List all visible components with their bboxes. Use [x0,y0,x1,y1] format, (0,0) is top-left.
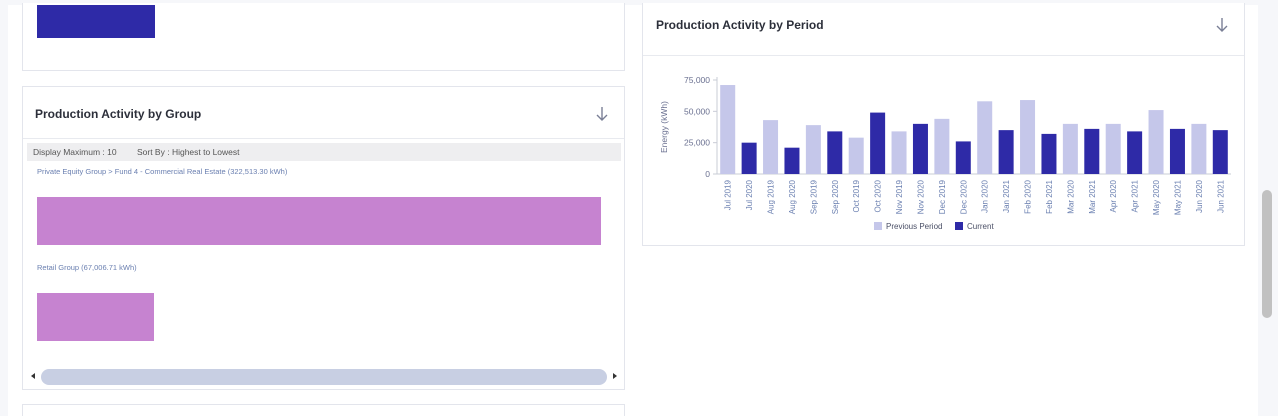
x-tick-label: Oct 2019 [852,179,861,212]
x-tick-label: Oct 2020 [874,179,883,212]
chart-bar[interactable] [955,141,971,174]
x-tick-label: Jun 2020 [1195,179,1204,212]
x-tick-label: May 2021 [1173,179,1182,215]
chart-bar[interactable] [1020,100,1036,174]
chart-bar[interactable] [1169,128,1185,174]
x-tick-label: Mar 2021 [1088,179,1097,213]
chart-bar[interactable] [1191,123,1207,174]
chart-bar[interactable] [763,120,779,174]
chart-bar[interactable] [1212,130,1228,174]
group-chart-card: Production Activity by Group Display Max… [22,86,625,390]
period-bar-chart: 0 25,000 50,000 75,000 Energy (kWh) Jul 2019 J… [659,75,1231,231]
vertical-scrollbar[interactable] [1262,190,1272,318]
x-tick-label: Aug 2019 [767,179,776,214]
x-tick-label: Sep 2020 [831,179,840,214]
y-tick-label: 0 [705,169,710,179]
x-tick-label: Feb 2020 [1024,179,1033,213]
sort-by-label[interactable]: Sort By : Highest to Lowest [136,147,240,157]
group-label: Private Equity Group > Fund 4 - Commerci… [37,167,288,176]
chart-bar[interactable] [998,130,1014,174]
chart-bar[interactable] [805,125,821,174]
x-tick-label: May 2020 [1152,179,1161,215]
chart-bar[interactable] [977,101,993,174]
chart-bar[interactable] [870,112,886,174]
x-tick-label: Feb 2021 [1045,179,1054,213]
legend-swatch [874,222,882,230]
x-tick-label: Dec 2019 [938,179,947,214]
filter-bar: Display Maximum : 10 Sort By : Highest t… [27,143,621,161]
legend-label: Current [967,222,994,231]
chart-bar[interactable] [827,131,843,174]
download-icon[interactable] [595,106,609,122]
chart-bar[interactable] [1041,133,1057,174]
chart-bar[interactable] [1127,131,1143,174]
x-tick-label: Jul 2020 [745,179,754,210]
chart-bar[interactable] [1084,128,1100,174]
x-tick-label: Nov 2020 [916,179,925,214]
chart-bar[interactable] [741,142,757,174]
chart-bar[interactable] [1062,123,1078,174]
y-tick-label: 75,000 [684,75,710,85]
scroll-thumb[interactable] [41,369,607,385]
horizontal-scrollbar[interactable] [27,369,621,385]
group-bar[interactable] [37,197,601,245]
x-tick-label: Apr 2021 [1131,179,1140,212]
chart-bar[interactable] [720,85,736,174]
x-tick-label: Jun 2021 [1216,179,1225,212]
dashboard-page: Production Activity by Group Display Max… [8,3,1272,416]
bottom-left-card [22,404,625,416]
x-tick-label: Sep 2019 [809,179,818,214]
group-chart-title: Production Activity by Group [35,107,202,121]
chart-bar[interactable] [934,118,950,174]
scroll-left-icon[interactable] [31,373,35,379]
group-label: Retail Group (67,006.71 kWh) [37,263,137,272]
chart-bar[interactable] [1148,110,1164,174]
y-axis-label: Energy (kWh) [659,101,669,153]
top-left-card [22,3,625,71]
x-tick-label: Jan 2020 [981,179,990,212]
x-tick-label: Mar 2020 [1066,179,1075,213]
period-chart-title: Production Activity by Period [656,18,824,32]
download-icon[interactable] [1215,17,1229,33]
x-tick-label: Aug 2020 [788,179,797,214]
chart-bar[interactable] [912,123,928,174]
chart-bar[interactable] [848,137,864,174]
display-maximum-label[interactable]: Display Maximum : 10 [33,147,117,157]
x-tick-label: Jan 2021 [1002,179,1011,212]
group-bar[interactable] [37,293,155,341]
y-tick-label: 50,000 [684,106,710,116]
legend-swatch [955,222,963,230]
card-divider [643,55,1244,56]
top-bar [37,5,155,38]
x-tick-label: Dec 2020 [959,179,968,214]
x-tick-label: Nov 2019 [895,179,904,214]
x-tick-label: Jul 2019 [724,179,733,210]
chart-bar[interactable] [784,147,800,174]
chart-bar[interactable] [891,131,907,174]
x-tick-label: Apr 2020 [1109,179,1118,212]
scroll-right-icon[interactable] [613,373,617,379]
card-divider [23,138,624,139]
y-tick-label: 25,000 [684,138,710,148]
legend-label: Previous Period [886,222,942,231]
period-chart-card: Production Activity by Period 0 25,000 50,… [642,3,1245,246]
chart-bar[interactable] [1105,123,1121,174]
